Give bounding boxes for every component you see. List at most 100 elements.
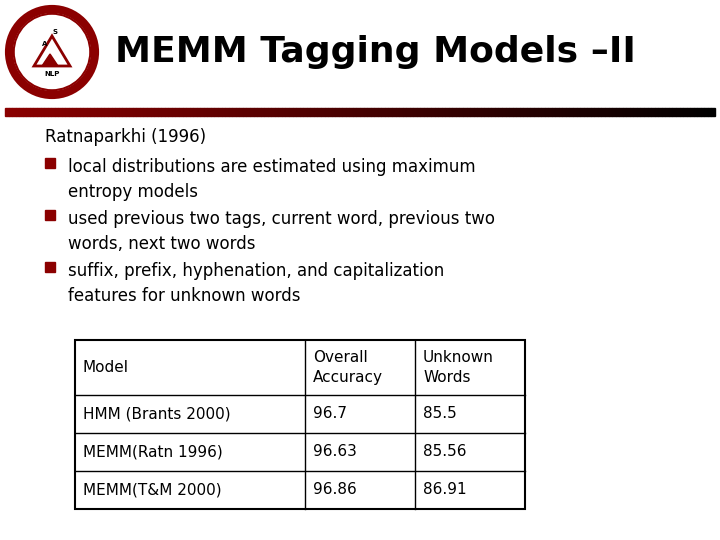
Bar — [509, 108, 513, 116]
Bar — [516, 108, 520, 116]
Bar — [619, 108, 623, 116]
Bar — [654, 108, 658, 116]
Bar — [332, 108, 335, 116]
Bar — [253, 108, 257, 116]
Bar — [235, 108, 239, 116]
Bar — [665, 108, 669, 116]
Text: 85.5: 85.5 — [423, 407, 456, 422]
Bar — [45, 210, 55, 220]
Bar — [573, 108, 577, 116]
Bar — [431, 108, 435, 116]
Text: MEMM(T&M 2000): MEMM(T&M 2000) — [83, 483, 222, 497]
Bar — [27, 108, 30, 116]
Bar — [690, 108, 693, 116]
Bar — [321, 108, 325, 116]
Bar — [608, 108, 612, 116]
Bar — [456, 108, 459, 116]
Bar — [23, 108, 27, 116]
Bar — [101, 108, 104, 116]
Bar — [544, 108, 548, 116]
Text: Model: Model — [83, 360, 129, 375]
Bar — [189, 108, 193, 116]
Bar — [12, 108, 16, 116]
Bar — [644, 108, 647, 116]
Bar — [86, 108, 90, 116]
Bar — [108, 108, 112, 116]
Bar — [687, 108, 690, 116]
Bar — [651, 108, 654, 116]
Text: Overall
Accuracy: Overall Accuracy — [313, 350, 383, 385]
Bar — [225, 108, 229, 116]
Bar — [538, 108, 541, 116]
Bar — [371, 108, 374, 116]
Bar — [310, 108, 314, 116]
Bar — [200, 108, 204, 116]
Bar — [215, 108, 218, 116]
Bar — [605, 108, 608, 116]
Bar — [115, 108, 119, 116]
Bar — [531, 108, 534, 116]
Bar — [485, 108, 488, 116]
Bar — [296, 108, 300, 116]
Bar — [161, 108, 165, 116]
Text: Ratnaparkhi (1996): Ratnaparkhi (1996) — [45, 128, 206, 146]
Bar — [630, 108, 634, 116]
Bar — [335, 108, 338, 116]
Bar — [268, 108, 271, 116]
Bar — [44, 108, 48, 116]
Bar — [428, 108, 431, 116]
Bar — [601, 108, 605, 116]
Bar — [495, 108, 498, 116]
Bar — [647, 108, 651, 116]
Bar — [435, 108, 438, 116]
Bar — [641, 108, 644, 116]
Bar — [459, 108, 463, 116]
Bar — [250, 108, 253, 116]
Bar — [45, 158, 55, 168]
Bar — [711, 108, 715, 116]
Bar — [279, 108, 282, 116]
Bar — [481, 108, 485, 116]
Bar — [683, 108, 687, 116]
Bar — [658, 108, 662, 116]
Bar — [594, 108, 598, 116]
Bar — [58, 108, 62, 116]
Text: MEMM(Ratn 1996): MEMM(Ratn 1996) — [83, 444, 222, 460]
Text: 96.7: 96.7 — [313, 407, 347, 422]
Bar — [559, 108, 562, 116]
Text: 86.91: 86.91 — [423, 483, 467, 497]
Bar — [73, 108, 76, 116]
Bar — [168, 108, 172, 116]
Bar — [470, 108, 474, 116]
Bar — [165, 108, 168, 116]
Bar — [325, 108, 328, 116]
Bar — [449, 108, 452, 116]
Bar — [385, 108, 388, 116]
Bar — [147, 108, 150, 116]
Bar — [143, 108, 147, 116]
Bar — [662, 108, 665, 116]
Bar — [211, 108, 215, 116]
Bar — [16, 108, 19, 116]
Bar — [328, 108, 332, 116]
Bar — [402, 108, 406, 116]
Bar — [520, 108, 523, 116]
Bar — [186, 108, 189, 116]
Bar — [229, 108, 232, 116]
Bar — [676, 108, 680, 116]
Bar — [623, 108, 626, 116]
Bar — [612, 108, 616, 116]
Bar — [69, 108, 73, 116]
Bar — [292, 108, 296, 116]
Bar — [392, 108, 395, 116]
Bar — [342, 108, 346, 116]
Bar — [693, 108, 697, 116]
Bar — [307, 108, 310, 116]
Bar — [218, 108, 222, 116]
Bar — [275, 108, 279, 116]
Bar — [66, 108, 69, 116]
Bar — [282, 108, 285, 116]
Bar — [303, 108, 307, 116]
Bar — [349, 108, 353, 116]
Bar — [626, 108, 630, 116]
